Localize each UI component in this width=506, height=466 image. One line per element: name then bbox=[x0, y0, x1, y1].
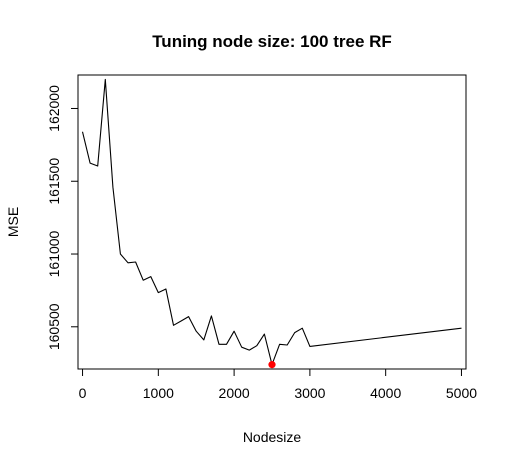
x-tick-label: 3000 bbox=[294, 385, 325, 401]
x-tick-label: 2000 bbox=[219, 385, 250, 401]
y-tick-label: 161500 bbox=[46, 158, 62, 205]
min-point bbox=[268, 361, 276, 369]
y-tick-label: 161000 bbox=[46, 230, 62, 277]
series-line bbox=[81, 78, 462, 366]
x-tick-label: 0 bbox=[79, 385, 87, 401]
y-axis-label: MSE bbox=[5, 207, 21, 237]
plot-frame bbox=[77, 74, 467, 370]
chart-title: Tuning node size: 100 tree RF bbox=[152, 32, 392, 51]
x-axis: 0 1000 2000 3000 4000 5000 bbox=[79, 368, 477, 401]
y-tick-label: 162000 bbox=[46, 85, 62, 132]
x-axis-label: Nodesize bbox=[243, 429, 302, 445]
y-tick-label: 160500 bbox=[46, 303, 62, 350]
series-layer bbox=[81, 78, 462, 369]
x-tick-label: 5000 bbox=[446, 385, 477, 401]
x-tick-label: 1000 bbox=[143, 385, 174, 401]
x-tick-label: 4000 bbox=[370, 385, 401, 401]
y-axis: 160500 161000 161500 162000 bbox=[46, 85, 79, 350]
